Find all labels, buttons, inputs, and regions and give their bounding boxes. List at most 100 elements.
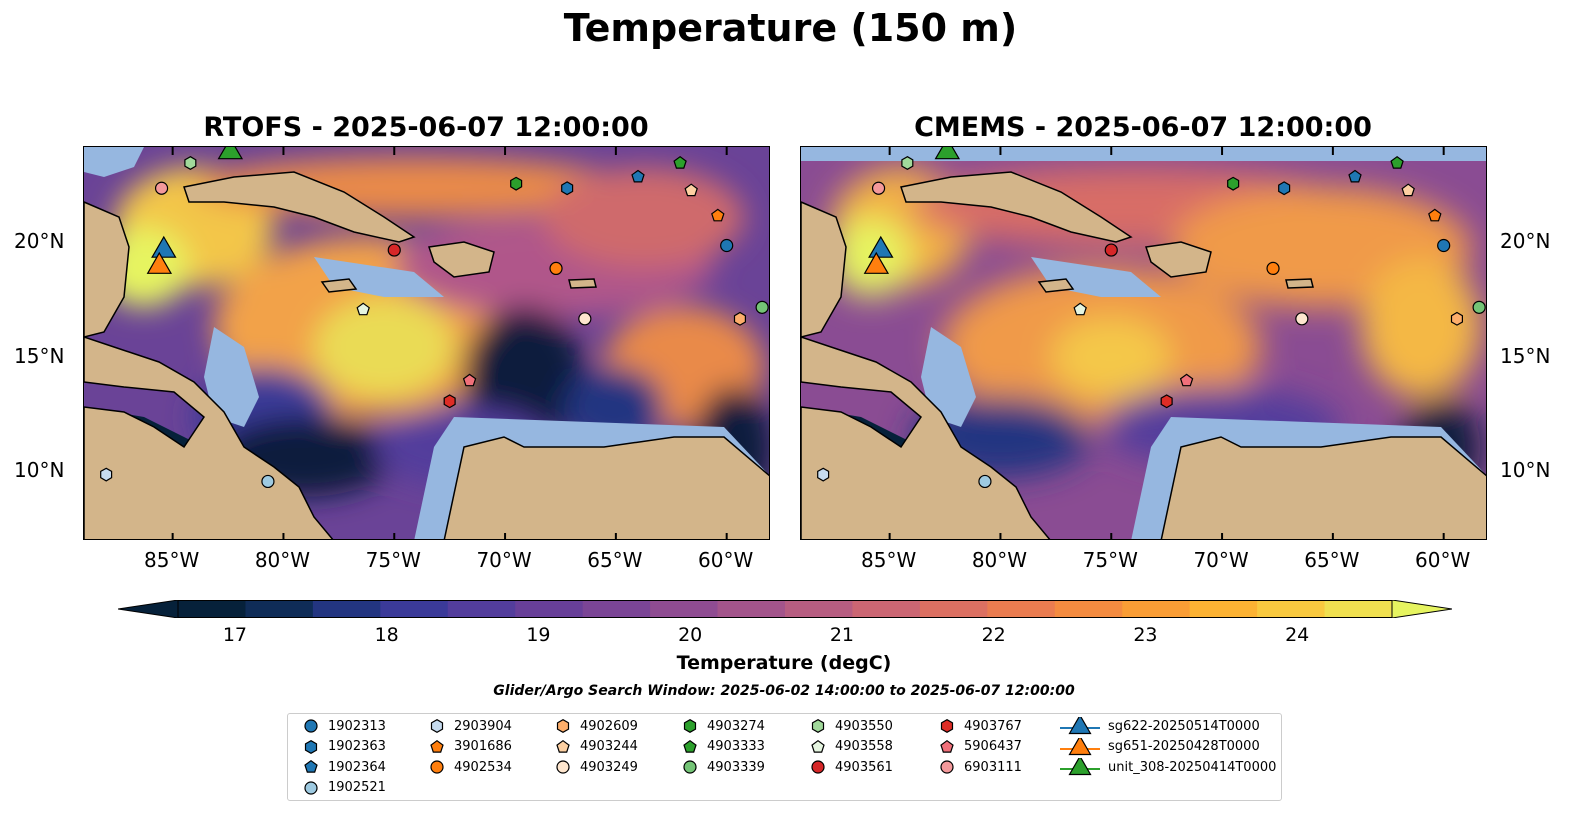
legend-label: 4903550 [835,718,893,734]
float-marker-4903244 [684,183,698,197]
legend-item: 4902534 [428,758,512,776]
colorbar-band [919,600,988,618]
lon-tick-label: 80°W [971,548,1028,572]
colorbar-band [717,600,786,618]
colorbar-band [650,600,719,618]
legend-marker [556,719,570,733]
legend-label: 4902609 [580,718,638,734]
float-marker-4903244 [1401,183,1415,197]
colorbar-tick-label: 22 [981,624,1006,646]
colorbar-extend-low [117,599,179,619]
legend-symbol [304,780,318,795]
glider-marker-unit_308-20250414T0000 [217,147,244,160]
legend-symbol [940,760,954,774]
float-marker-4903561 [387,243,401,257]
colorbar-band [1257,600,1326,618]
legend-symbol [683,739,697,753]
cmems-map[interactable] [800,146,1487,540]
colorbar-tick-label: 23 [1133,624,1158,646]
float-marker-4903550 [184,156,197,170]
legend-symbol [556,719,570,733]
legend-symbol [940,739,954,753]
colorbar-label: Temperature (degC) [676,652,892,674]
float-marker-1902521 [261,474,275,489]
rtofs-gulf-shelf [84,147,144,177]
legend-marker [811,719,825,733]
float-marker-1902313 [1437,238,1451,253]
legend-marker [1060,717,1100,735]
legend-item: 3901686 [428,738,512,756]
float-marker-6903111 [154,181,169,195]
lon-tick-label: 70°W [1193,548,1249,572]
lon-tick-label: 65°W [587,548,643,572]
float-marker-4903339 [1472,300,1486,314]
legend-item: 4903558 [809,738,893,756]
legend-marker [683,760,697,774]
float-marker-4903249 [578,312,592,326]
rtofs-hispaniola [428,241,495,278]
legend-marker [304,780,318,795]
glider-marker-sg622-20250514T0000 [868,235,894,258]
colorbar-canvas [117,599,1453,619]
float-marker-1902364 [631,169,645,183]
legend-symbol [556,739,570,753]
legend-marker [430,760,444,774]
legend-symbol [811,760,825,774]
colorbar-tick-label: 17 [222,624,247,646]
legend-label: 1902364 [328,759,386,775]
float-marker-4903339 [755,300,769,314]
float-marker-4902534 [549,261,563,276]
colorbar-band [1122,600,1191,618]
rtofs-land [84,201,130,338]
rtofs-panel-title: RTOFS - 2025-06-07 12:00:00 [203,112,649,143]
rtofs-float-markers [100,147,769,489]
legend-marker [304,759,318,773]
legend-label: sg651-20250428T0000 [1108,739,1260,754]
colorbar [117,599,1453,619]
legend-label: 4903244 [580,739,638,754]
float-marker-1902521 [978,474,992,489]
colorbar-band [785,600,853,618]
legend-symbol [304,739,318,754]
colorbar-extend-high [1391,599,1453,619]
lat-tick-label-left: 15°N [14,343,65,368]
float-marker-4903274 [1227,176,1240,191]
legend-item: 4902609 [554,717,638,735]
legend-symbol [430,760,444,774]
float-marker-4903333 [1390,155,1404,169]
cmems-land [801,201,847,338]
lon-tick-label: 85°W [861,548,917,572]
float-marker-5906437 [462,373,477,387]
rtofs-map[interactable] [83,146,770,540]
legend-marker [556,739,570,753]
lon-tick-label: 80°W [254,548,311,572]
glider-marker-sg622-20250514T0000 [151,235,177,258]
colorbar-band [245,600,314,618]
legend-item: sg651-20250428T0000 [1060,737,1260,756]
float-marker-3901686 [1428,208,1442,222]
colorbar-band [515,600,584,618]
legend-symbol [683,719,697,733]
float-marker-4903558 [356,302,370,316]
colorbar-band [447,600,516,618]
colorbar-band [1189,600,1258,618]
float-marker-4903767 [1160,394,1173,409]
legend-symbol [683,760,697,774]
legend-item: 4903767 [938,717,1022,735]
float-marker-4902609 [733,311,747,326]
lon-tick-label: 85°W [144,548,200,572]
legend-symbol [811,719,825,733]
lat-tick-label-right: 20°N [1500,229,1551,254]
legend-label: 4903249 [580,759,638,775]
legend-symbol [304,759,318,773]
cmems-hispaniola [1145,241,1212,278]
colorbar-tick-label: 18 [374,624,399,646]
lon-tick-label: 75°W [365,548,421,572]
cmems-panel-title: CMEMS - 2025-06-07 12:00:00 [914,112,1372,143]
legend-item: 1902313 [302,717,386,735]
colorbar-band [852,600,921,618]
legend-marker [430,719,444,733]
legend-item: 4903274 [681,717,765,735]
legend-triangle [1068,737,1092,755]
cmems-puerto-rico [1285,278,1314,289]
